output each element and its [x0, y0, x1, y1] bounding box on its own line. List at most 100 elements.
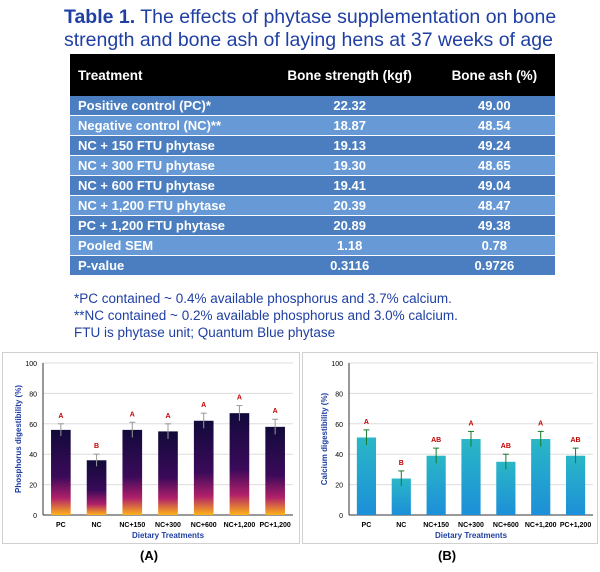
x-tick-label: PC+1,200 [560, 522, 591, 529]
x-tick-label: NC+300 [458, 522, 484, 529]
bar [531, 439, 551, 515]
table-row: Positive control (PC)* 22.32 49.00 [70, 96, 555, 116]
y-axis-label: Calcium digestibility (%) [320, 392, 329, 485]
panel-label-b: (B) [438, 548, 457, 563]
cell-treatment: NC + 1,200 FTU phytase [70, 196, 266, 216]
bar [461, 439, 481, 515]
cell-bone-strength: 1.18 [265, 236, 434, 256]
cell-bone-strength: 19.41 [265, 176, 434, 196]
cell-bone-ash: 49.38 [433, 216, 555, 236]
table-number: Table 1. [64, 6, 136, 28]
significance-letter: A [165, 413, 170, 420]
table-row: NC + 1,200 FTU phytase 20.39 48.47 [70, 196, 555, 216]
x-tick-label: NC [396, 522, 406, 529]
y-tick-label: 20 [335, 483, 343, 490]
cell-bone-ash: 49.04 [433, 176, 555, 196]
y-tick-label: 60 [29, 422, 37, 429]
y-tick-label: 100 [25, 361, 37, 368]
cell-bone-ash: 48.54 [433, 116, 555, 136]
table-row: NC + 300 FTU phytase 19.30 48.65 [70, 156, 555, 176]
significance-letter: A [201, 402, 206, 409]
x-axis-label: Dietary Treatments [435, 531, 508, 540]
significance-letter: B [399, 460, 404, 467]
x-tick-label: PC [56, 522, 66, 529]
footnote-nc: **NC contained ~ 0.2% available phosphor… [74, 308, 458, 323]
cell-treatment: PC + 1,200 FTU phytase [70, 216, 266, 236]
cell-treatment: NC + 600 FTU phytase [70, 176, 266, 196]
cell-bone-strength: 0.3116 [265, 256, 434, 276]
bar [86, 460, 107, 515]
cell-bone-strength: 19.13 [265, 136, 434, 156]
cell-treatment: Positive control (PC)* [70, 96, 266, 116]
table-row: NC + 150 FTU phytase 19.13 49.24 [70, 136, 555, 156]
x-tick-label: NC+1,200 [525, 522, 557, 529]
y-tick-label: 0 [339, 513, 343, 520]
cell-bone-ash: 0.9726 [433, 256, 555, 276]
cell-bone-strength: 18.87 [265, 116, 434, 136]
y-tick-label: 40 [29, 452, 37, 459]
x-tick-label: PC [362, 522, 372, 529]
cell-bone-ash: 49.00 [433, 96, 555, 116]
y-tick-label: 80 [335, 391, 343, 398]
table-title: Table 1. The effects of phytase suppleme… [64, 6, 594, 52]
table-footnotes: *PC contained ~ 0.4% available phosphoru… [74, 290, 458, 341]
x-tick-label: NC+150 [423, 522, 449, 529]
bar [122, 429, 143, 515]
y-tick-label: 80 [29, 391, 37, 398]
x-tick-label: PC+1,200 [259, 522, 290, 529]
cell-bone-strength: 20.89 [265, 216, 434, 236]
cell-bone-ash: 0.78 [433, 236, 555, 256]
header-bone-strength: Bone strength (kgf) [265, 54, 434, 96]
bar [265, 426, 285, 515]
significance-letter: A [58, 413, 63, 420]
table-row: NC + 600 FTU phytase 19.41 49.04 [70, 176, 555, 196]
significance-letter: AB [431, 437, 441, 444]
x-tick-label: NC [92, 522, 102, 529]
significance-letter: A [364, 419, 369, 426]
significance-letter: A [538, 420, 543, 427]
cell-bone-strength: 19.30 [265, 156, 434, 176]
bar [193, 420, 214, 515]
bar [158, 431, 178, 515]
table-header-row: Treatment Bone strength (kgf) Bone ash (… [70, 54, 555, 96]
cell-bone-strength: 20.39 [265, 196, 434, 216]
bar [51, 429, 71, 515]
significance-letter: A [273, 408, 278, 415]
significance-letter: A [237, 395, 242, 402]
table-row: PC + 1,200 FTU phytase 20.89 49.38 [70, 216, 555, 236]
bar [356, 437, 377, 515]
significance-letter: A [468, 420, 473, 427]
results-table: Treatment Bone strength (kgf) Bone ash (… [70, 54, 555, 276]
table-row: Pooled SEM 1.18 0.78 [70, 236, 555, 256]
cell-bone-ash: 49.24 [433, 136, 555, 156]
y-tick-label: 100 [331, 361, 343, 368]
cell-treatment: P-value [70, 256, 266, 276]
chart-panel-phosphorus: 0 20 40 60 80 100 A PC B NC A NC+150 A NC+300 A NC+600 A… [2, 352, 300, 544]
x-tick-label: NC+150 [119, 522, 145, 529]
cell-bone-strength: 22.32 [265, 96, 434, 116]
footnote-ftu: FTU is phytase unit; Quantum Blue phytas… [74, 325, 336, 340]
cell-treatment: NC + 150 FTU phytase [70, 136, 266, 156]
bar [496, 461, 516, 515]
y-tick-label: 0 [33, 513, 37, 520]
bar [391, 478, 411, 515]
table-row: P-value 0.3116 0.9726 [70, 256, 555, 276]
table-row: Negative control (NC)** 18.87 48.54 [70, 116, 555, 136]
cell-treatment: Negative control (NC)** [70, 116, 266, 136]
y-axis-label: Phosphorus digestibility (%) [14, 385, 23, 493]
significance-letter: A [130, 411, 135, 418]
x-axis-label: Dietary Treatments [132, 531, 205, 540]
bar [565, 455, 586, 515]
chart-panel-calcium: 0 20 40 60 80 100 A PC B NC AB NC+150 A NC+300 AB NC+60… [302, 352, 598, 544]
x-tick-label: NC+300 [155, 522, 181, 529]
cell-treatment: NC + 300 FTU phytase [70, 156, 266, 176]
y-tick-label: 60 [335, 422, 343, 429]
x-tick-label: NC+600 [191, 522, 217, 529]
cell-treatment: Pooled SEM [70, 236, 266, 256]
y-tick-label: 20 [29, 483, 37, 490]
bar [229, 413, 250, 515]
header-bone-ash: Bone ash (%) [433, 54, 555, 96]
phosphorus-digestibility-chart: 0 20 40 60 80 100 A PC B NC A NC+150 A NC+300 A NC+600 A… [14, 361, 293, 540]
significance-letter: AB [571, 437, 581, 444]
significance-letter: AB [501, 443, 511, 450]
